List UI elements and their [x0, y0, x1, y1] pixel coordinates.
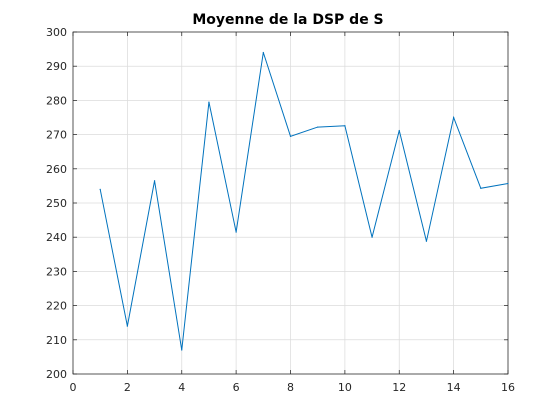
x-tick-label: 14: [447, 381, 461, 394]
data-point: [426, 241, 427, 242]
data-point: [181, 349, 182, 350]
y-tick-label: 240: [46, 231, 67, 244]
y-tick-label: 210: [46, 334, 67, 347]
grid: [73, 32, 508, 374]
data-point: [480, 188, 481, 189]
x-tick-label: 10: [338, 381, 352, 394]
y-tick-label: 260: [46, 163, 67, 176]
data-point: [344, 125, 345, 126]
data-point: [507, 183, 508, 184]
chart-title: Moyenne de la DSP de S: [192, 12, 383, 28]
data-point: [236, 231, 237, 232]
data-point: [371, 237, 372, 238]
y-tick-label: 250: [46, 197, 67, 210]
data-point: [263, 52, 264, 53]
data-point: [290, 136, 291, 137]
axis-ticks: 0 2 4 6 8 10 12 14 16 200 210 220 230 240 250 260 270 280…: [46, 26, 515, 394]
y-tick-label: 290: [46, 60, 67, 73]
y-tick-label: 280: [46, 94, 67, 107]
y-tick-label: 220: [46, 300, 67, 313]
y-tick-label: 200: [46, 368, 67, 381]
data-point: [208, 102, 209, 103]
data-point: [100, 189, 101, 190]
y-tick-label: 300: [46, 26, 67, 39]
x-tick-label: 6: [233, 381, 240, 394]
x-tick-label: 2: [124, 381, 131, 394]
y-tick-label: 270: [46, 129, 67, 142]
x-tick-label: 4: [178, 381, 185, 394]
x-tick-label: 16: [501, 381, 515, 394]
x-tick-label: 8: [287, 381, 294, 394]
data-point: [453, 117, 454, 118]
data-point: [317, 126, 318, 127]
x-tick-label: 12: [392, 381, 406, 394]
data-point: [154, 180, 155, 181]
y-tick-label: 230: [46, 265, 67, 278]
data-point: [127, 326, 128, 327]
data-point: [399, 130, 400, 131]
x-tick-label: 0: [70, 381, 77, 394]
